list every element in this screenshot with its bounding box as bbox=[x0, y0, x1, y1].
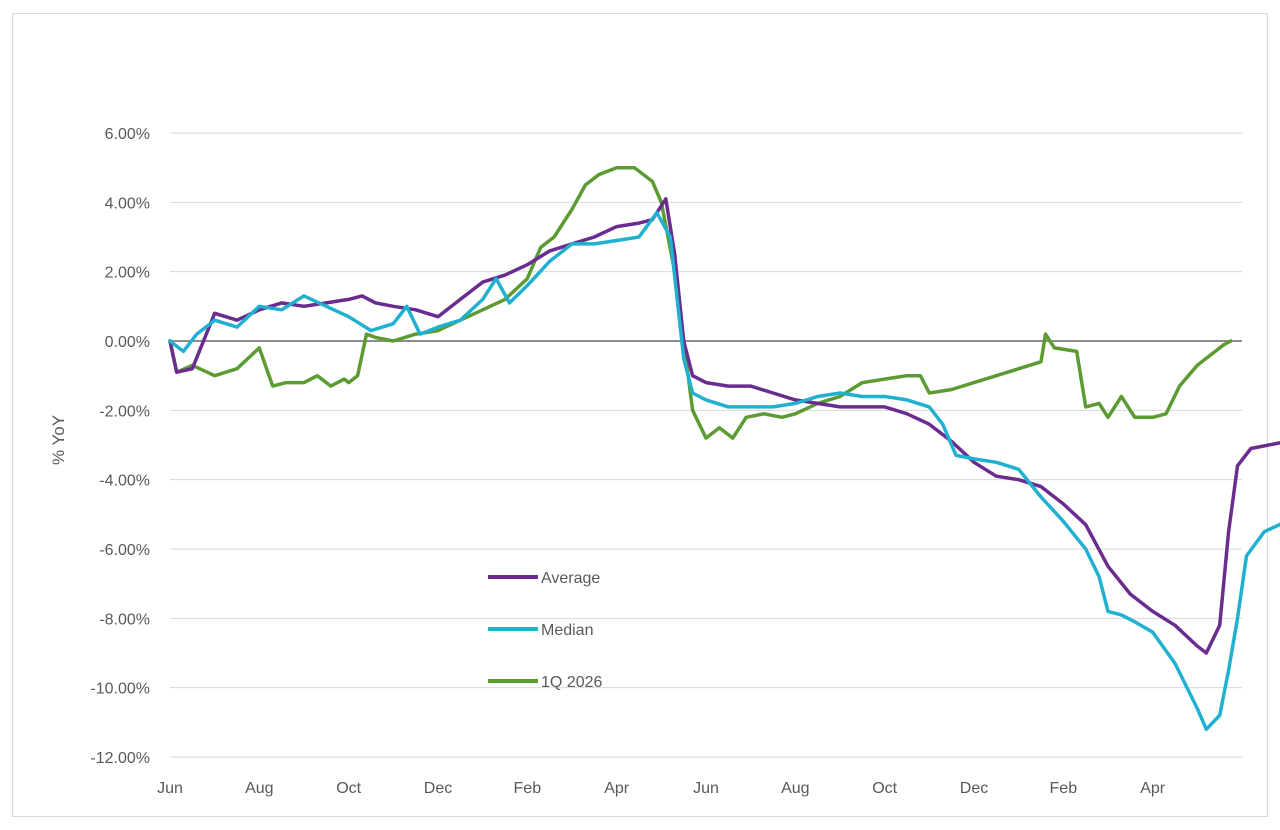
chart-frame bbox=[12, 13, 1268, 817]
y-tick-label: -2.00% bbox=[99, 403, 150, 420]
y-tick-label: 2.00% bbox=[105, 265, 150, 282]
y-tick-label: -10.00% bbox=[90, 681, 150, 698]
x-tick-label: Oct bbox=[336, 780, 361, 797]
legend: Average Median 1Q 2026 bbox=[488, 570, 602, 691]
y-tick-label: 6.00% bbox=[105, 126, 150, 143]
series-line-median bbox=[168, 210, 1280, 732]
x-tick-label: Oct bbox=[872, 780, 897, 797]
legend-label: Median bbox=[541, 622, 593, 639]
gridlines bbox=[170, 132, 1242, 758]
series-lines bbox=[168, 165, 1280, 732]
legend-label: 1Q 2026 bbox=[541, 674, 602, 691]
x-tick-label: Apr bbox=[604, 780, 630, 797]
x-tick-label: Dec bbox=[424, 780, 452, 797]
x-tick-label: Aug bbox=[781, 780, 809, 797]
x-tick-label: Jun bbox=[693, 780, 719, 797]
x-tick-label: Jun bbox=[157, 780, 183, 797]
y-tick-label: -4.00% bbox=[99, 473, 150, 490]
y-tick-label: 4.00% bbox=[105, 195, 150, 212]
x-tick-label: Apr bbox=[1140, 780, 1166, 797]
x-axis-ticks: Jun Aug Oct Dec Feb Apr Jun Aug Oct Dec Feb Apr bbox=[157, 780, 1166, 797]
y-tick-label: -8.00% bbox=[99, 611, 150, 628]
series-line-average bbox=[168, 197, 1280, 655]
y-axis-ticks: 6.00% 4.00% 2.00% 0.00% -2.00% -4.00% -6.00% -8… bbox=[90, 126, 150, 767]
y-tick-label: 0.00% bbox=[105, 334, 150, 351]
x-tick-label: Feb bbox=[1050, 780, 1078, 797]
series-line-1q-2026 bbox=[168, 165, 1233, 440]
x-tick-label: Feb bbox=[514, 780, 542, 797]
y-axis-title: % YoY bbox=[49, 415, 68, 465]
x-tick-label: Dec bbox=[960, 780, 988, 797]
y-tick-label: -6.00% bbox=[99, 542, 150, 559]
legend-label: Average bbox=[541, 570, 600, 587]
x-tick-label: Aug bbox=[245, 780, 273, 797]
y-tick-label: -12.00% bbox=[90, 750, 150, 767]
